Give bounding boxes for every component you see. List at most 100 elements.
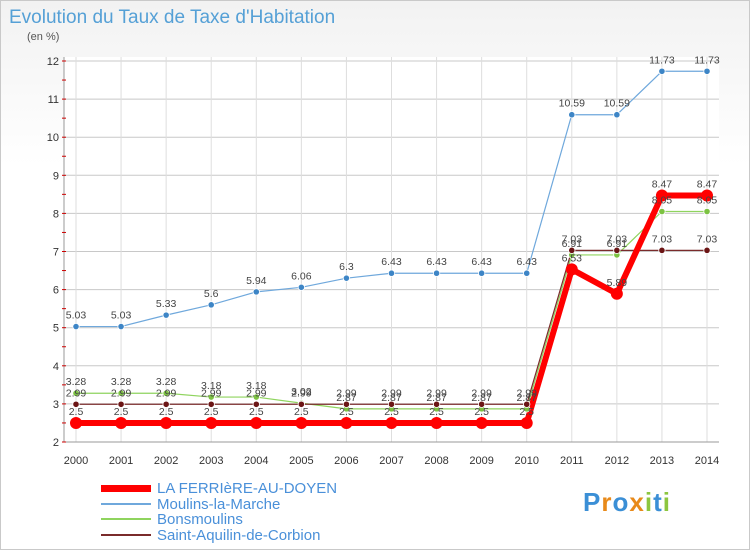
data-label: 2.5	[249, 406, 264, 418]
data-point	[701, 189, 713, 202]
line-chart: 2 3 4 5 6 7 8 9 10 11 12 2000 2001 2002 2003 2004 2005 20…	[47, 54, 720, 467]
data-label: 2.99	[471, 387, 492, 399]
data-label: 2.5	[519, 406, 534, 418]
data-point	[520, 416, 533, 429]
legend-swatch	[101, 518, 151, 520]
x-tick-label: 2000	[64, 455, 88, 467]
data-point	[72, 322, 80, 331]
data-point	[655, 189, 668, 202]
y-tick-label: 6	[53, 285, 59, 297]
data-label: 2.99	[246, 387, 267, 399]
data-point	[162, 400, 170, 408]
brand-letter: r	[601, 487, 613, 517]
legend-label: LA FERRIèRE-AU-DOYEN	[157, 479, 338, 497]
data-point	[342, 400, 351, 408]
data-point	[252, 288, 260, 296]
data-point	[72, 389, 80, 397]
y-tick-label: 9	[53, 170, 59, 182]
data-label: 2.99	[111, 387, 132, 399]
data-label: 6.3	[339, 261, 354, 273]
data-label: 2.5	[204, 406, 219, 418]
data-label: 8.47	[697, 178, 718, 190]
data-label: 10.59	[604, 98, 630, 110]
data-label: 5.94	[246, 275, 267, 287]
data-point	[523, 269, 531, 277]
data-label: 5.89	[607, 277, 628, 289]
data-label: 6.53	[562, 252, 583, 264]
data-point	[387, 269, 396, 277]
data-point	[117, 400, 125, 408]
data-label: 6.91	[607, 238, 628, 250]
data-point	[610, 287, 623, 300]
data-label: 2.87	[471, 392, 492, 404]
y-tick-label: 2	[53, 437, 59, 449]
data-point	[385, 416, 398, 429]
y-tick-label: 5	[53, 323, 59, 335]
y-tick-label: 4	[53, 361, 59, 373]
x-tick-label: 2009	[469, 455, 493, 467]
data-label: 5.03	[111, 310, 132, 322]
data-label: 2.87	[426, 392, 447, 404]
data-point	[703, 246, 711, 254]
legend-label: Bonsmoulins	[157, 510, 243, 528]
data-point	[250, 416, 263, 429]
data-point	[297, 283, 305, 291]
data-point	[613, 246, 621, 254]
x-tick-label: 2006	[334, 455, 358, 467]
data-point	[162, 311, 170, 319]
data-point	[252, 393, 260, 401]
data-label: 5.33	[156, 298, 177, 310]
data-label: 2.87	[381, 392, 402, 404]
data-point	[478, 400, 486, 408]
data-label: 2.99	[201, 387, 222, 399]
data-label: 6.43	[516, 256, 537, 268]
data-label: 7.03	[562, 233, 583, 245]
data-point	[432, 269, 441, 277]
chart-title: Evolution du Taux de Taxe d'Habitation	[9, 7, 336, 28]
data-point	[568, 246, 576, 254]
data-point	[295, 416, 308, 429]
data-label: 2.5	[474, 406, 489, 418]
x-tick-label: 2003	[199, 455, 223, 467]
data-label: 2.5	[339, 406, 354, 418]
data-label: 8.05	[697, 194, 718, 206]
x-tick-label: 2005	[289, 455, 313, 467]
brand-letter: x	[629, 487, 645, 517]
data-label: 8.05	[652, 194, 673, 206]
x-tick-label: 2008	[424, 455, 448, 467]
data-label: 2.5	[384, 406, 399, 418]
x-tick-label: 2013	[650, 455, 674, 467]
brand-letter: i	[662, 487, 671, 517]
data-point	[565, 263, 578, 276]
y-tick-label: 8	[53, 208, 59, 220]
data-point	[207, 393, 215, 401]
x-tick-label: 2014	[695, 455, 719, 467]
brand-letter: i	[644, 487, 654, 517]
data-label: 3.18	[246, 380, 267, 392]
y-tick-label: 11	[48, 94, 59, 106]
legend-item: Bonsmoulins	[101, 510, 243, 528]
data-label: 10.59	[559, 98, 585, 110]
data-label: 2.5	[114, 406, 129, 418]
y-tick-label: 10	[47, 132, 59, 144]
data-point	[340, 416, 353, 429]
data-label: 5.03	[66, 310, 87, 322]
data-label: 3.18	[201, 380, 222, 392]
legend-label: Saint-Aquilin-de-Corbion	[157, 526, 321, 544]
data-point	[70, 416, 82, 429]
data-label: 2.99	[381, 387, 402, 399]
data-label: 2.99	[336, 387, 357, 399]
data-label: 2.5	[429, 406, 444, 418]
data-point	[162, 389, 170, 397]
data-point	[430, 416, 443, 429]
data-point	[703, 207, 711, 216]
data-label: 2.99	[426, 387, 447, 399]
brand-letter: t	[653, 487, 663, 517]
data-label: 6.91	[562, 238, 583, 250]
data-point	[207, 301, 215, 309]
data-label: 3.28	[66, 376, 87, 388]
data-point	[342, 274, 351, 282]
x-tick-label: 2010	[514, 455, 538, 467]
data-point	[115, 416, 128, 429]
